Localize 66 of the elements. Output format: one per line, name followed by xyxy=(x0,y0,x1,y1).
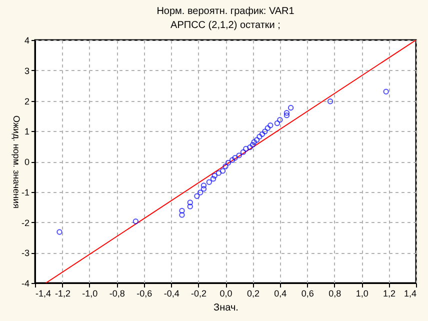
x-tick-label: 0,0 xyxy=(220,288,232,298)
point xyxy=(274,120,280,126)
point xyxy=(210,176,216,182)
point xyxy=(240,149,246,155)
x-tick-label: 1,4 xyxy=(404,288,416,298)
point xyxy=(56,229,62,235)
x-tick-label: -0,2 xyxy=(191,288,207,298)
x-tick-label: 0,8 xyxy=(328,288,342,298)
point xyxy=(200,182,207,188)
y-tick-label: 1 xyxy=(24,126,30,137)
x-tick-label: -1,4 xyxy=(36,288,52,298)
point xyxy=(327,98,334,104)
x-axis-title: Знач. xyxy=(214,302,238,314)
point xyxy=(187,200,193,206)
point xyxy=(264,125,271,131)
point xyxy=(262,128,268,134)
point xyxy=(284,112,290,118)
x-tick-label: -0,4 xyxy=(164,288,180,298)
point xyxy=(247,144,253,150)
point xyxy=(277,117,283,123)
y-axis-title: Ожид. норм. значения xyxy=(12,116,22,209)
point xyxy=(197,190,204,196)
x-tick-label: 1,2 xyxy=(383,288,396,298)
point xyxy=(220,168,226,174)
point xyxy=(229,157,236,163)
x-tick-label: -1,0 xyxy=(82,288,98,298)
chart-title: Норм. вероятн. график: VAR1 xyxy=(156,6,295,17)
x-tick-label: 0,4 xyxy=(274,288,287,298)
point xyxy=(256,134,262,140)
y-tick-label: -1 xyxy=(21,187,30,198)
point xyxy=(194,193,200,199)
x-tick-label: 1,0 xyxy=(356,288,368,298)
point xyxy=(179,208,185,214)
y-tick-label: -3 xyxy=(21,248,30,258)
y-tick-label: 3 xyxy=(24,66,30,76)
point xyxy=(232,155,238,161)
y-tick-label: 4 xyxy=(24,36,30,46)
point xyxy=(216,170,222,176)
point xyxy=(243,146,249,152)
point xyxy=(259,131,266,138)
point xyxy=(251,139,257,145)
y-tick-label: 0 xyxy=(24,157,30,167)
y-tick-label: -2 xyxy=(21,218,30,228)
x-tick-label: -0,8 xyxy=(109,288,125,298)
point xyxy=(250,142,256,148)
point xyxy=(254,137,260,143)
point xyxy=(268,122,274,128)
point xyxy=(187,204,193,210)
point xyxy=(212,172,218,179)
x-tick-label: 0,6 xyxy=(301,288,314,298)
point xyxy=(383,88,389,94)
y-tick-label: 2 xyxy=(24,96,30,106)
x-tick-label: 0,2 xyxy=(246,288,260,298)
point xyxy=(284,110,290,116)
x-tick-label: -1,2 xyxy=(54,288,70,298)
x-tick-label: -0,6 xyxy=(136,288,152,298)
point xyxy=(236,152,242,158)
point xyxy=(222,164,228,170)
y-tick-label: -4 xyxy=(21,278,30,288)
point xyxy=(225,160,232,166)
point xyxy=(179,212,185,218)
point xyxy=(200,186,207,192)
chart-subtitle: АРПСС (2,1,2) остатки ; xyxy=(170,20,280,31)
point xyxy=(206,179,212,185)
point xyxy=(132,218,139,224)
point xyxy=(288,104,294,111)
